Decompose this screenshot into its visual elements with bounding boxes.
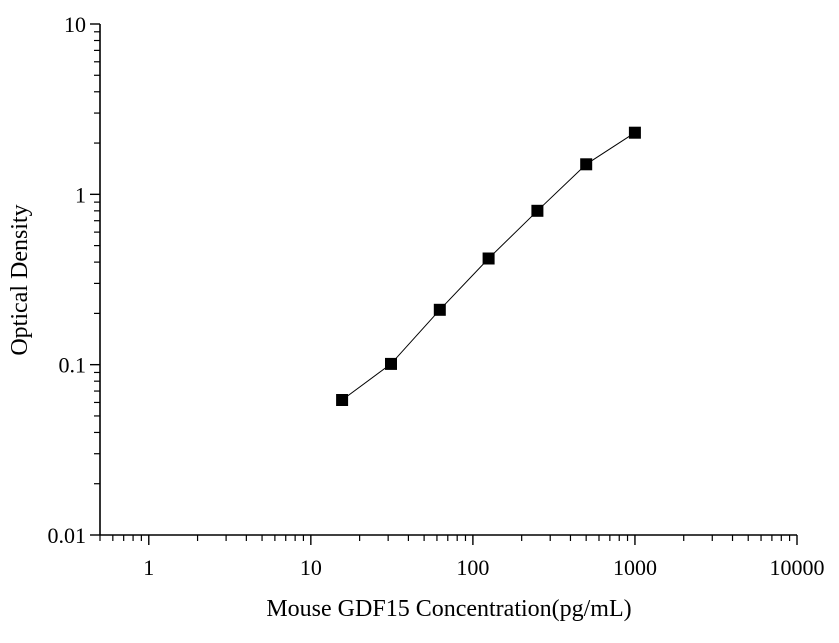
x-tick-label: 10000 xyxy=(770,555,825,580)
y-tick-label: 0.01 xyxy=(48,523,87,548)
y-tick-label: 10 xyxy=(64,12,86,37)
data-point xyxy=(385,357,397,370)
ticks-layer: 1 10 100 1000 10000 0.01 0.1 1 10 xyxy=(48,12,825,580)
y-tick-label: 1 xyxy=(75,182,86,207)
data-point xyxy=(482,252,495,265)
y-tick-label: 0.1 xyxy=(59,353,87,378)
x-tick-label: 1 xyxy=(143,555,154,580)
axes-layer xyxy=(99,24,797,536)
x-tick-label: 10 xyxy=(300,555,322,580)
x-axis-label: Mouse GDF15 Concentration(pg/mL) xyxy=(266,596,631,622)
data-point xyxy=(336,394,349,406)
x-tick-label: 100 xyxy=(456,555,489,580)
x-tick-label: 1000 xyxy=(613,555,657,580)
data-point xyxy=(433,303,446,316)
points-layer xyxy=(336,126,641,406)
data-point xyxy=(580,158,593,171)
data-point xyxy=(628,126,641,139)
data-point xyxy=(531,204,544,217)
y-axis-label: Optical Density xyxy=(7,204,33,355)
